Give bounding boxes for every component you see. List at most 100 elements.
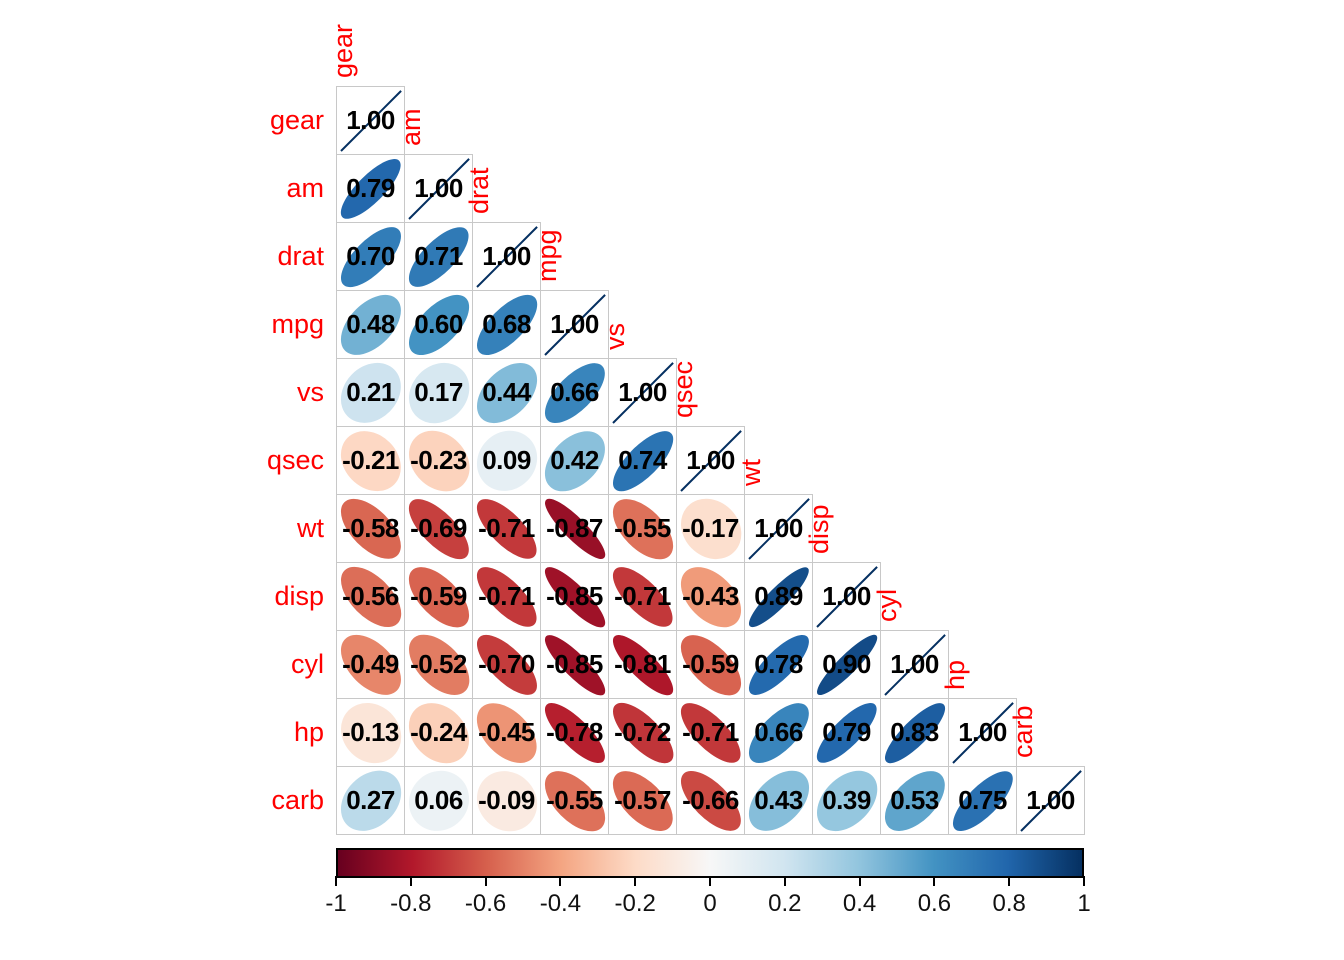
correlation-value: -0.09: [478, 785, 535, 815]
correlation-value: 0.90: [822, 649, 871, 679]
colorbar-tick: [1083, 876, 1085, 886]
row-label: cyl: [291, 649, 324, 679]
matrix-cell: -0.71: [671, 693, 750, 772]
correlation-value: 0.09: [482, 445, 531, 475]
matrix-cell: -0.85: [537, 627, 612, 702]
correlation-value: -0.21: [342, 445, 399, 475]
row-label: disp: [274, 581, 324, 611]
correlation-value: -0.17: [682, 513, 739, 543]
correlation-value: 1.00: [1026, 785, 1075, 815]
matrix-cell: 1.00: [540, 290, 609, 359]
colorbar-tick: [858, 876, 861, 886]
matrix-cell: 0.09: [464, 418, 549, 503]
correlation-value: -0.56: [342, 581, 399, 611]
correlation-value: -0.72: [614, 717, 671, 747]
correlation-value: 0.48: [346, 309, 395, 339]
correlation-value: 0.60: [414, 309, 463, 339]
matrix-cell: -0.71: [603, 557, 682, 636]
correlation-value: 0.75: [958, 785, 1007, 815]
colorbar-tick-label: 0.8: [992, 890, 1026, 917]
correlation-value: 0.78: [754, 649, 803, 679]
correlation-value: 0.83: [890, 717, 939, 747]
matrix-cell: 0.48: [329, 283, 412, 366]
row-label: drat: [277, 241, 324, 271]
matrix-cell: -0.85: [537, 559, 612, 634]
correlation-value: -0.52: [410, 649, 467, 679]
matrix-cell: 0.27: [328, 758, 413, 843]
matrix-cell: 0.70: [331, 217, 410, 296]
correlation-value: 1.00: [550, 309, 599, 339]
correlation-value: 0.17: [414, 377, 463, 407]
matrix-cell: 0.53: [873, 759, 956, 842]
matrix-cell: 0.79: [332, 150, 409, 227]
matrix-cell: -0.78: [536, 694, 613, 771]
correlation-value: 0.42: [550, 445, 599, 475]
colorbar-tick-label: -0.8: [390, 890, 432, 917]
correlation-value: -0.87: [546, 513, 603, 543]
matrix-cell: 1.00: [676, 426, 745, 495]
matrix-cell: -0.70: [467, 625, 546, 704]
correlation-value: -0.71: [478, 581, 535, 611]
correlation-value: 0.43: [754, 785, 803, 815]
colorbar-tick-label: 0.4: [842, 890, 877, 917]
matrix-cell: 0.42: [533, 419, 616, 502]
colorbar-tick: [484, 876, 487, 886]
matrix-cell: -0.55: [601, 487, 684, 570]
matrix-cell: 0.06: [396, 758, 481, 843]
correlation-value: -0.69: [410, 513, 467, 543]
matrix-cell: 1.00: [744, 494, 813, 563]
matrix-cell: 1.00: [472, 222, 541, 291]
correlation-value: -0.13: [342, 717, 399, 747]
matrix-cell: 0.39: [804, 758, 889, 843]
matrix-cell: 1.00: [1016, 766, 1085, 835]
correlation-value: 0.39: [822, 785, 871, 815]
correlation-value: -0.55: [614, 513, 671, 543]
matrix-cell: -0.72: [603, 693, 682, 772]
correlation-value: -0.59: [410, 581, 467, 611]
correlation-value: 0.79: [346, 173, 395, 203]
correlation-value: 1.00: [414, 173, 463, 203]
correlation-value: 0.66: [550, 377, 599, 407]
correlation-value: -0.24: [410, 717, 467, 747]
correlation-value: -0.71: [614, 581, 671, 611]
matrix-cell: 1.00: [404, 154, 473, 223]
correlation-value: 1.00: [482, 241, 531, 271]
matrix-cell: 0.83: [877, 695, 952, 770]
correlation-value: 1.00: [346, 105, 395, 135]
correlation-value: -0.23: [410, 445, 467, 475]
matrix-cell: 0.90: [810, 628, 883, 701]
matrix-cell: 0.44: [465, 351, 548, 434]
correlation-value: 1.00: [822, 581, 871, 611]
correlation-value: -0.78: [546, 717, 603, 747]
matrix-cell: -0.87: [537, 491, 612, 566]
correlation-value: -0.43: [682, 581, 739, 611]
row-label: qsec: [266, 445, 324, 475]
matrix-cell: 0.78: [740, 626, 817, 703]
matrix-cell: 0.89: [742, 560, 815, 633]
row-label: hp: [293, 717, 324, 747]
correlation-value: 0.68: [482, 309, 531, 339]
matrix-cell: -0.49: [329, 623, 412, 706]
matrix-cell: -0.66: [670, 760, 751, 841]
row-label: am: [286, 173, 324, 203]
correlation-value: 1.00: [618, 377, 667, 407]
correlation-value: 0.89: [754, 581, 803, 611]
colorbar-tick: [335, 876, 337, 886]
correlation-value: -0.49: [342, 649, 399, 679]
matrix-cell: 0.71: [399, 217, 478, 296]
correlation-value: -0.45: [478, 717, 535, 747]
row-label: gear: [269, 105, 324, 135]
matrix-cell: 0.74: [603, 421, 682, 500]
colorbar-tick: [1008, 876, 1011, 886]
matrix-cell: 1.00: [812, 562, 881, 631]
correlation-value: -0.71: [478, 513, 535, 543]
correlation-value: -0.66: [682, 785, 739, 815]
row-label: vs: [297, 377, 324, 407]
correlation-value: 0.21: [346, 377, 395, 407]
colorbar-gradient: [336, 848, 1084, 878]
matrix-cell: -0.43: [669, 555, 752, 638]
matrix-cell: -0.52: [397, 623, 480, 706]
matrix-cell: -0.58: [330, 488, 411, 569]
correlation-value: 0.66: [754, 717, 803, 747]
colorbar-tick-label: -0.6: [464, 890, 507, 917]
